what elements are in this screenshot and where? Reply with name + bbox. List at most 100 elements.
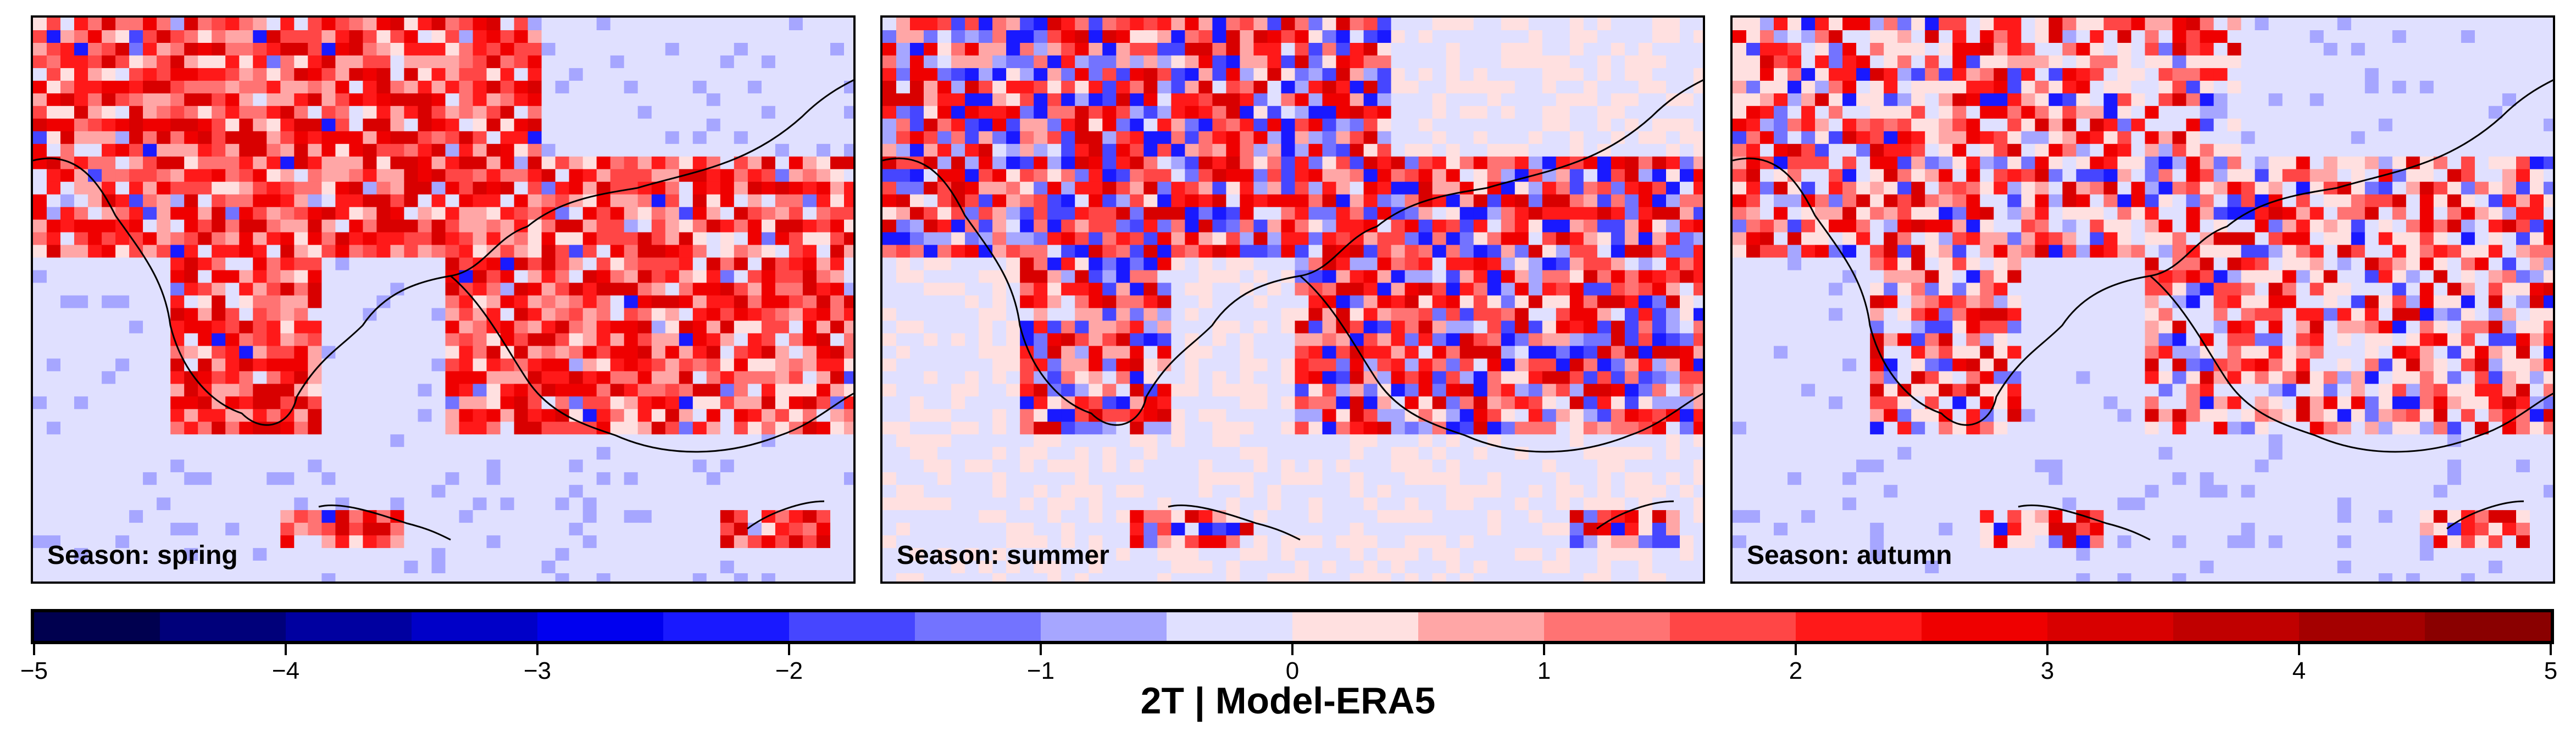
grid-cell [267,118,281,132]
grid-cell [376,93,391,107]
grid-cell [596,308,611,322]
grid-cell [500,384,515,397]
grid-cell [321,409,336,422]
grid-cell [1143,43,1158,56]
grid-cell [692,270,707,284]
grid-cell [1240,333,1254,346]
grid-cell [1047,55,1062,69]
grid-cell [706,308,721,322]
grid-cell [1680,257,1694,271]
grid-cell [431,219,446,233]
grid-cell [308,245,322,258]
grid-cell [1047,106,1062,119]
grid-cell [1680,358,1694,372]
grid-cell [651,245,666,258]
grid-cell [473,384,487,397]
grid-cell [129,207,143,220]
grid-cell [1171,93,1185,107]
grid-cell [1020,358,1034,372]
grid-cell [1418,308,1433,322]
grid-cell [1212,106,1226,119]
grid-cell [1432,358,1447,372]
grid-cell [1583,358,1598,372]
grid-cell [486,523,501,536]
grid-cell [1130,131,1144,145]
grid-cell [500,523,515,536]
grid-cell [102,118,116,132]
grid-cell [74,523,88,536]
grid-cell [198,169,212,182]
grid-cell [951,283,965,296]
grid-cell [1652,358,1667,372]
grid-cell [1143,308,1158,322]
grid-cell [1295,106,1309,119]
grid-cell [1611,55,1625,69]
grid-cell [761,194,776,208]
grid-cell [1652,169,1667,182]
grid-cell [706,143,721,157]
grid-cell [253,257,267,271]
grid-cell [706,194,721,208]
grid-cell [47,459,61,473]
grid-cell [280,535,295,549]
grid-cell [129,447,143,460]
grid-cell [1528,194,1543,208]
grid-cell [1501,295,1515,309]
grid-cell [1473,194,1488,208]
grid-cell [170,295,185,309]
grid-cell [1281,143,1296,157]
grid-cell [734,535,748,549]
grid-cell [486,485,501,498]
grid-cell [404,194,418,208]
grid-cell [102,219,116,233]
grid-cell [1446,358,1461,372]
grid-cell [157,447,171,460]
grid-cell [1350,371,1364,384]
grid-cell [665,245,680,258]
grid-cell [844,232,853,246]
grid-cell [1391,257,1406,271]
grid-cell [569,535,584,549]
grid-cell [33,295,47,309]
grid-cell [349,510,363,523]
grid-cell [1350,131,1364,145]
grid-cell [679,43,693,56]
grid-cell [418,131,432,145]
grid-cell [143,43,157,56]
grid-cell [882,257,897,271]
grid-cell [514,143,529,157]
grid-cell [33,434,47,447]
grid-cell [789,219,803,233]
grid-cell [514,358,529,372]
grid-cell [582,396,597,409]
grid-cell [60,257,75,271]
grid-cell [1363,143,1378,157]
grid-cell [445,93,460,107]
grid-cell [1556,346,1570,359]
grid-cell [1295,219,1309,233]
grid-cell [1583,156,1598,170]
grid-cell [747,358,762,372]
grid-cell [1446,18,1461,31]
grid-cell [1611,232,1625,246]
grid-cell [1459,219,1474,233]
grid-cell [747,18,762,31]
grid-cell [1116,207,1130,220]
grid-cell [1638,156,1653,170]
grid-cell [596,30,611,43]
grid-cell [431,43,446,56]
grid-cell [129,131,143,145]
grid-cell [459,333,474,346]
grid-cell [60,18,75,31]
grid-cell [349,68,363,81]
grid-cell [349,472,363,485]
grid-cell [376,106,391,119]
grid-cell [706,245,721,258]
grid-cell [1240,346,1254,359]
grid-cell [1638,308,1653,322]
grid-cell [528,232,542,246]
grid-cell [1624,219,1639,233]
grid-cell [651,55,666,69]
grid-cell [1363,181,1378,195]
grid-cell [60,181,75,195]
